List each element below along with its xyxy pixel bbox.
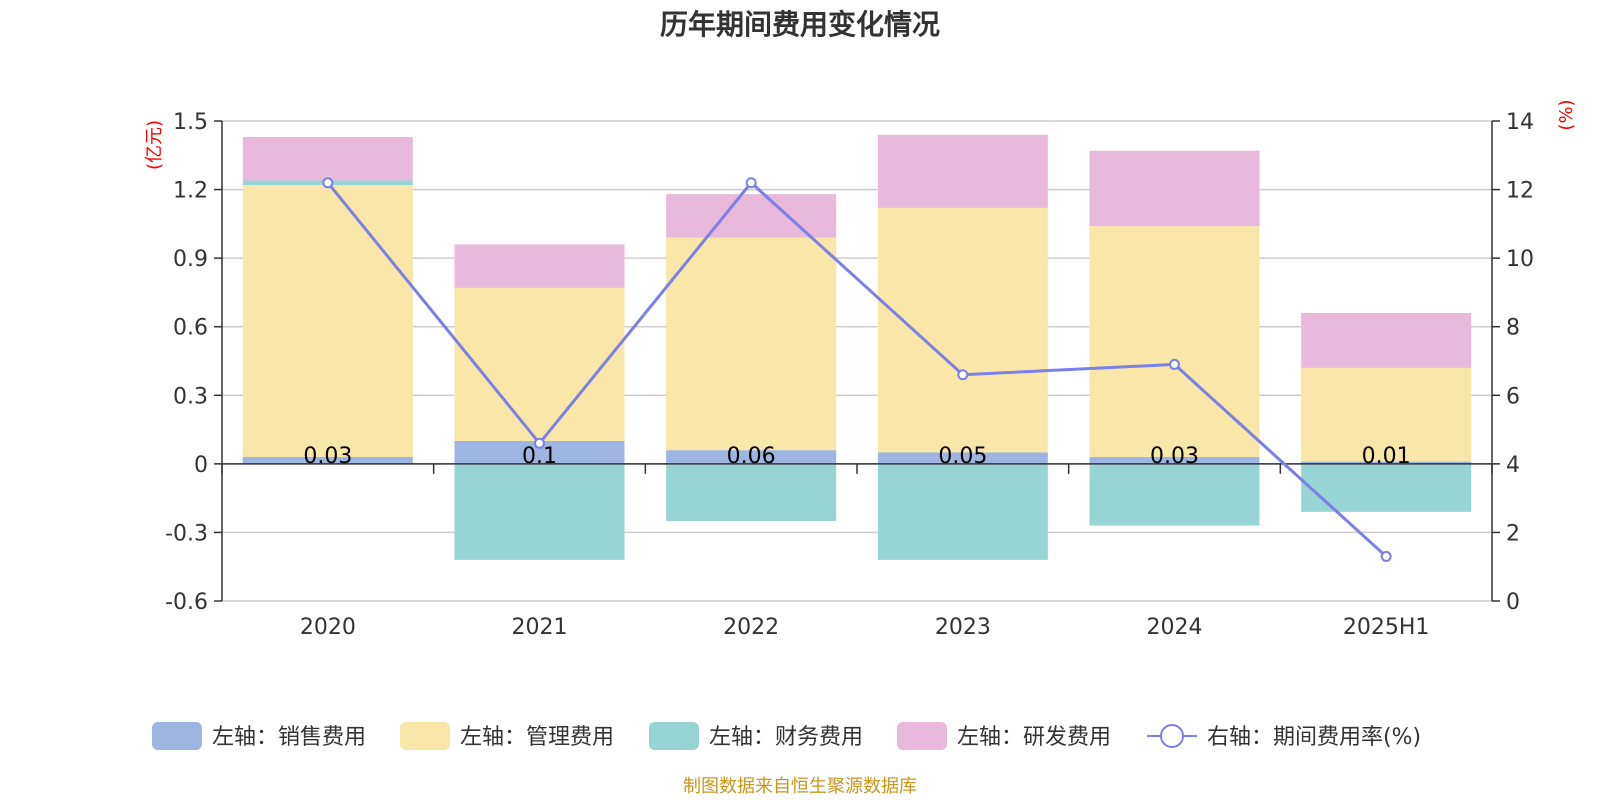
- legend-item[interactable]: 左轴：财务费用: [649, 722, 863, 750]
- x-tick-label: 2025H1: [1343, 615, 1430, 640]
- bar-segment: [666, 463, 837, 521]
- bar-segment: [1089, 463, 1260, 526]
- legend-item[interactable]: 左轴：管理费用: [400, 722, 614, 750]
- bar-segment: [666, 450, 837, 464]
- right-tick-label: 2: [1506, 521, 1520, 546]
- bar-segment: [666, 237, 837, 451]
- rate-polyline: [326, 180, 1388, 558]
- bar-data-label: 0.01: [1362, 444, 1411, 469]
- source-note: 制图数据来自恒生聚源数据库: [683, 776, 917, 797]
- right-axis-unit: (%): [1556, 99, 1577, 130]
- left-axis-unit: (亿元): [144, 120, 165, 170]
- x-tick-label: 2021: [512, 615, 568, 640]
- bar-data-label: 0.03: [1150, 444, 1199, 469]
- rate-point[interactable]: [1380, 550, 1392, 562]
- rate-point[interactable]: [957, 369, 969, 381]
- bar-data-label: 0.1: [522, 444, 557, 469]
- x-tick-label: 2020: [300, 615, 356, 640]
- x-tick-label: 2024: [1147, 615, 1203, 640]
- bar-segment: [1301, 461, 1472, 464]
- legend-swatch: [649, 722, 699, 750]
- left-tick-label: 0: [194, 453, 208, 478]
- x-tick-label: 2023: [935, 615, 991, 640]
- bar-segment: [242, 137, 413, 181]
- legend-label: 左轴：销售费用: [212, 725, 366, 750]
- chart-title: 历年期间费用变化情况: [660, 8, 940, 41]
- bar-segment: [877, 207, 1048, 453]
- legend-marker: [1160, 724, 1184, 748]
- legend-label: 左轴：研发费用: [957, 725, 1111, 750]
- left-tick-label: 0.3: [173, 384, 208, 409]
- bar-segment: [454, 441, 625, 464]
- right-tick-label: 4: [1506, 453, 1520, 478]
- bar-segment: [1301, 313, 1472, 368]
- bar-segment: [666, 194, 837, 238]
- right-tick-label: 6: [1506, 384, 1520, 409]
- rate-point[interactable]: [745, 177, 757, 189]
- bar-segment: [454, 244, 625, 288]
- right-tick-label: 14: [1506, 110, 1534, 135]
- data-labels: 0.03 0.1 0.06 0.05 0.03 0.01: [303, 444, 1410, 469]
- left-tick-label: 0.9: [173, 247, 208, 272]
- left-tick-label: 0.6: [173, 316, 208, 341]
- right-tick-label: 0: [1506, 590, 1520, 615]
- rate-point[interactable]: [534, 437, 545, 449]
- legend-swatch: [152, 722, 202, 750]
- left-tick-label: 1.2: [173, 179, 208, 204]
- legend-item[interactable]: 右轴：期间费用率(%): [1147, 724, 1421, 750]
- legend-label: 右轴：期间费用率(%): [1207, 725, 1421, 750]
- left-tick-label: 1.5: [173, 110, 208, 135]
- bars: [242, 134, 1472, 560]
- bar-segment: [1301, 367, 1472, 462]
- bar-segment: [454, 287, 625, 441]
- bar-segment: [877, 134, 1048, 208]
- bar-segment: [877, 452, 1048, 464]
- right-tick-label: 10: [1506, 247, 1534, 272]
- legend-label: 左轴：管理费用: [460, 725, 614, 750]
- bar-segment: [454, 463, 625, 560]
- legend-item[interactable]: 左轴：销售费用: [152, 722, 366, 750]
- legend-swatch: [400, 722, 450, 750]
- rate-point[interactable]: [322, 177, 334, 189]
- bar-data-label: 0.03: [303, 444, 352, 469]
- right-tick-label: 12: [1506, 179, 1534, 204]
- legend-swatch: [897, 722, 947, 750]
- rate-line: [322, 177, 1392, 562]
- right-tick-label: 8: [1506, 316, 1520, 341]
- bar-segment: [242, 185, 413, 457]
- bar-segment: [1089, 150, 1260, 227]
- left-tick-label: -0.6: [165, 590, 208, 615]
- bar-segment: [1301, 463, 1472, 512]
- legend-label: 左轴：财务费用: [709, 725, 863, 750]
- bar-segment: [242, 457, 413, 464]
- bar-data-label: 0.05: [938, 444, 987, 469]
- bar-segment: [1089, 457, 1260, 464]
- x-tick-label: 2022: [723, 615, 779, 640]
- legend-item[interactable]: 左轴：研发费用: [897, 722, 1111, 750]
- bar-segment: [877, 463, 1048, 560]
- bar-segment: [1089, 226, 1260, 457]
- rate-point[interactable]: [1169, 358, 1180, 370]
- bar-data-label: 0.06: [727, 444, 776, 469]
- left-tick-label: -0.3: [165, 521, 208, 546]
- legend[interactable]: 左轴：销售费用 左轴：管理费用 左轴：财务费用 左轴：研发费用 右轴：期间费用率(%): [152, 722, 1421, 750]
